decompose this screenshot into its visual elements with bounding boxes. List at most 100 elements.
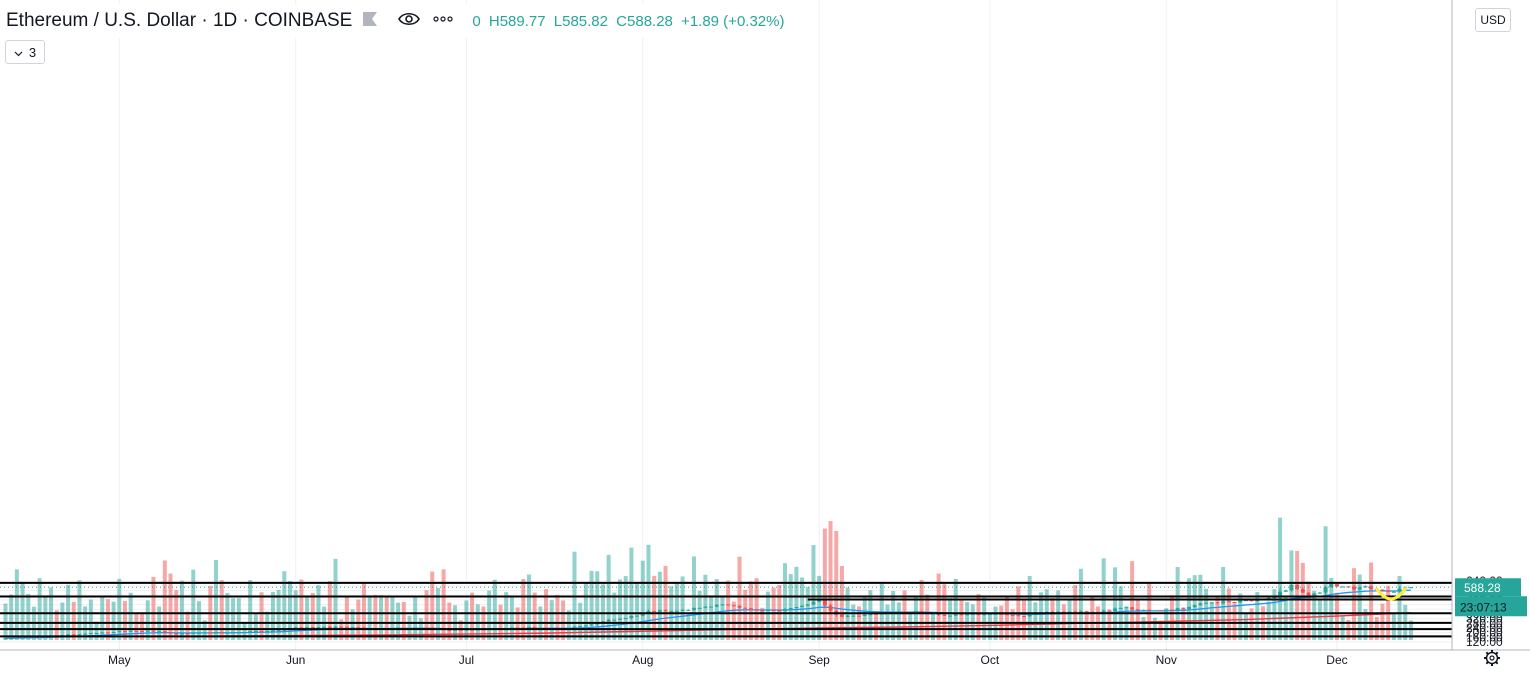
candle-body bbox=[623, 617, 628, 619]
candle bbox=[316, 627, 321, 629]
volume-bar bbox=[526, 574, 531, 640]
candle-body bbox=[731, 605, 736, 607]
candle bbox=[339, 626, 344, 628]
candle bbox=[612, 619, 617, 621]
candle bbox=[1118, 607, 1123, 609]
volume-bar bbox=[635, 583, 640, 640]
candle-body bbox=[942, 614, 947, 616]
symbol-name: Ethereum / U.S. Dollar bbox=[6, 10, 197, 31]
candle-body bbox=[771, 609, 776, 611]
candle-body bbox=[1323, 587, 1328, 593]
volume-bar bbox=[657, 571, 662, 640]
candle bbox=[140, 630, 145, 633]
candle-body bbox=[800, 605, 805, 607]
candle bbox=[1084, 610, 1089, 613]
volume-bar bbox=[492, 579, 497, 640]
volume-bar bbox=[470, 592, 475, 640]
candle bbox=[783, 607, 788, 612]
volume-bar bbox=[1135, 600, 1140, 640]
candle bbox=[845, 614, 850, 618]
candle bbox=[1124, 607, 1129, 609]
candle-body bbox=[589, 624, 594, 626]
volume-bar bbox=[566, 610, 571, 640]
candle-body bbox=[1369, 586, 1374, 590]
candle bbox=[857, 615, 861, 617]
candle bbox=[1067, 611, 1072, 613]
candle bbox=[1408, 587, 1413, 589]
volume-bar bbox=[196, 601, 201, 640]
high-value: H589.77 bbox=[488, 12, 546, 30]
candle-body bbox=[1198, 603, 1203, 606]
candle-body bbox=[344, 626, 349, 628]
indicators-collapse-button[interactable]: 3 bbox=[5, 40, 45, 64]
indicator-count: 3 bbox=[28, 44, 37, 60]
volume-bar bbox=[1067, 598, 1072, 640]
candle-body bbox=[1073, 611, 1078, 613]
candle bbox=[1334, 583, 1339, 588]
candle-body bbox=[1181, 608, 1186, 610]
candle-body bbox=[1061, 611, 1066, 613]
candle-body bbox=[1334, 584, 1339, 587]
candle-body bbox=[1352, 586, 1357, 590]
gear-icon[interactable] bbox=[1484, 650, 1500, 666]
candle-body bbox=[1118, 607, 1123, 609]
volume-bar bbox=[276, 589, 281, 640]
volume-bar bbox=[1158, 620, 1163, 640]
volume-bar bbox=[259, 592, 264, 640]
candle bbox=[265, 631, 270, 633]
candle-body bbox=[1147, 609, 1152, 611]
volume-bar bbox=[71, 601, 76, 640]
candle bbox=[259, 630, 264, 633]
volume-bar bbox=[464, 600, 469, 640]
volume-bar bbox=[1113, 567, 1118, 640]
candle bbox=[1283, 589, 1288, 593]
candle-body bbox=[162, 631, 167, 633]
more-icon[interactable] bbox=[432, 11, 454, 32]
volume-bar bbox=[54, 610, 59, 640]
candle bbox=[344, 626, 349, 628]
candle-body bbox=[953, 614, 958, 616]
volume-bar bbox=[737, 556, 742, 640]
volume-bar bbox=[430, 571, 435, 640]
volume-bar bbox=[600, 584, 605, 640]
open-value: 0 bbox=[472, 12, 481, 30]
volume-bar bbox=[783, 563, 788, 640]
volume-bar bbox=[828, 521, 833, 640]
candle-body bbox=[94, 633, 99, 635]
candle-body bbox=[652, 611, 657, 613]
exchange-label: COINBASE bbox=[254, 10, 353, 31]
volume-bar bbox=[663, 565, 668, 640]
candle bbox=[1204, 602, 1209, 604]
gear-ring bbox=[1485, 651, 1499, 665]
flag-icon[interactable] bbox=[362, 11, 378, 32]
candle bbox=[771, 609, 776, 611]
candle bbox=[191, 632, 196, 634]
candle bbox=[66, 633, 71, 636]
candle bbox=[356, 627, 361, 629]
candle-body bbox=[145, 630, 150, 632]
volume-bar bbox=[1289, 550, 1294, 640]
candle-body bbox=[1283, 590, 1288, 592]
volume-bar bbox=[1209, 602, 1214, 640]
candle-body bbox=[965, 614, 970, 616]
candle-body bbox=[1090, 611, 1095, 613]
candle bbox=[1357, 586, 1362, 591]
candle bbox=[276, 630, 281, 632]
eye-icon[interactable] bbox=[398, 11, 421, 32]
time-tick-label: Jul bbox=[459, 653, 474, 667]
volume-bar bbox=[77, 580, 82, 640]
candle-body bbox=[1397, 588, 1402, 592]
candle bbox=[1386, 590, 1391, 593]
currency-button[interactable]: USD bbox=[1475, 8, 1511, 32]
candle bbox=[9, 637, 14, 640]
candle-body bbox=[515, 627, 520, 629]
volume-bar bbox=[162, 560, 167, 640]
candle bbox=[151, 630, 156, 632]
candle bbox=[1369, 585, 1374, 591]
candle-body bbox=[948, 615, 953, 617]
candle bbox=[726, 604, 731, 606]
candle-body bbox=[635, 615, 640, 617]
volume-bar bbox=[509, 596, 514, 640]
symbol-title[interactable]: Ethereum / U.S. Dollar · 1D · COINBASE bbox=[6, 10, 353, 31]
